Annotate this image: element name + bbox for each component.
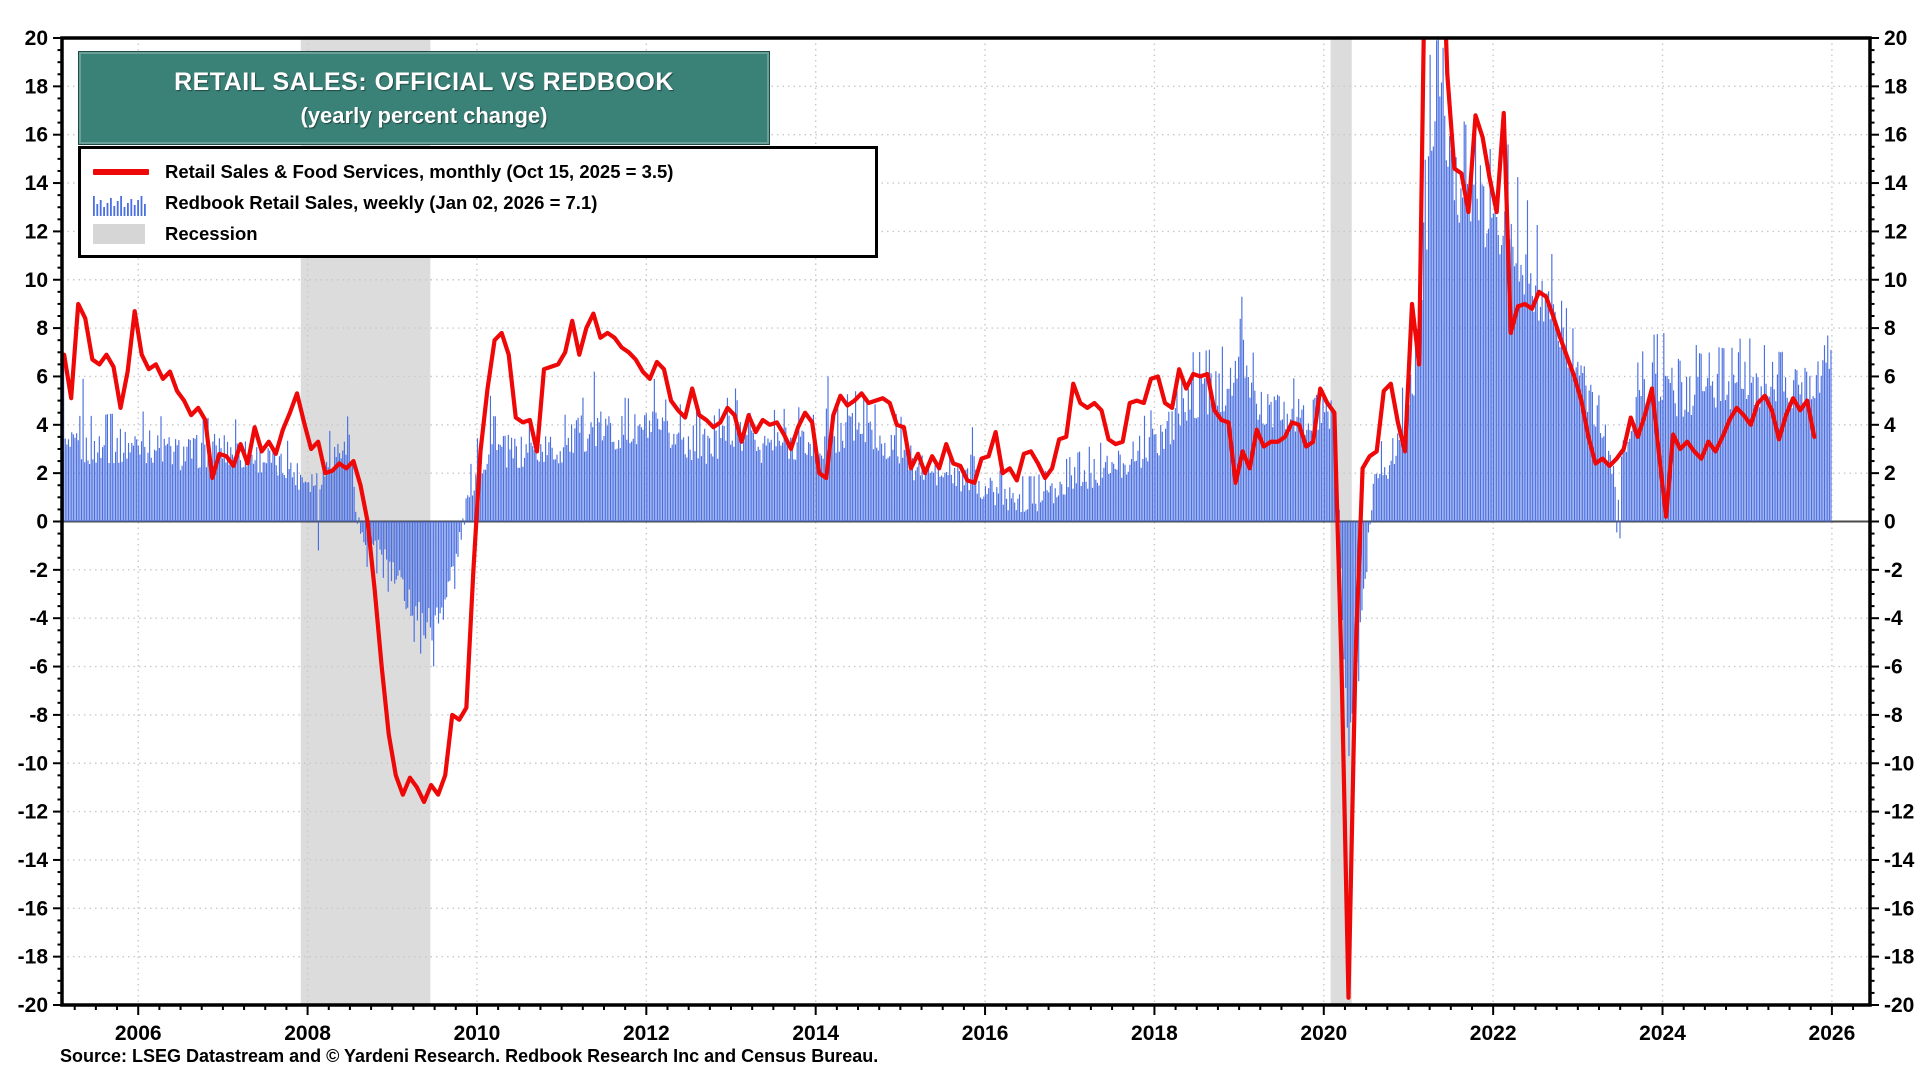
y-axis-label-left: 2 (36, 462, 48, 485)
retail-sales-line (62, 38, 1817, 1000)
y-axis-label-left: 16 (25, 124, 48, 147)
y-axis-label-left: 0 (36, 511, 48, 534)
x-axis-label: 2012 (623, 1022, 670, 1045)
x-axis-label: 2010 (454, 1022, 501, 1045)
y-axis-label-right: 8 (1884, 317, 1896, 340)
y-axis-label-right: -20 (1884, 994, 1914, 1017)
x-axis-label: 2022 (1470, 1022, 1517, 1045)
y-axis-label-right: 12 (1884, 220, 1907, 243)
y-axis-label-left: -10 (18, 752, 48, 775)
y-axis-label-right: -18 (1884, 946, 1915, 969)
x-axis-label: 2008 (284, 1022, 331, 1045)
y-axis-label-left: -14 (18, 849, 49, 872)
x-axis-label: 2020 (1300, 1022, 1347, 1045)
y-axis-label-left: 18 (25, 75, 49, 98)
legend-red-line-swatch (93, 168, 151, 175)
legend: Retail Sales & Food Services, monthly (O… (78, 146, 878, 258)
y-axis-label-left: 10 (25, 269, 48, 292)
y-axis-label-right: -14 (1884, 849, 1915, 872)
y-axis-label-right: 14 (1884, 172, 1908, 195)
y-axis-label-right: 2 (1884, 462, 1896, 485)
y-axis-label-right: 16 (1884, 124, 1907, 147)
y-axis-label-right: -2 (1884, 559, 1903, 582)
legend-blue-bars-swatch (93, 190, 151, 216)
y-axis-label-right: 20 (1884, 27, 1907, 50)
legend-label-retail-sales: Retail Sales & Food Services, monthly (O… (165, 160, 674, 182)
x-axis-label: 2026 (1809, 1022, 1856, 1045)
y-axis-label-left: 14 (25, 172, 49, 195)
legend-item-redbook: Redbook Retail Sales, weekly (Jan 02, 20… (93, 187, 863, 218)
y-axis-label-left: -20 (18, 994, 48, 1017)
y-axis-label-left: 4 (36, 414, 48, 437)
axis-ticks (53, 37, 1879, 1015)
legend-item-retail-sales: Retail Sales & Food Services, monthly (O… (93, 156, 863, 187)
y-axis-label-left: 6 (36, 365, 48, 388)
y-axis-label-right: 18 (1884, 75, 1908, 98)
legend-recession-swatch (93, 223, 151, 244)
y-axis-label-left: -8 (29, 704, 48, 727)
x-axis-label: 2014 (792, 1022, 839, 1045)
y-axis-label-left: -2 (29, 559, 48, 582)
y-axis-label-right: 10 (1884, 269, 1907, 292)
chart-title-box: RETAIL SALES: OFFICIAL VS REDBOOK (yearl… (78, 51, 770, 145)
x-axis-label: 2016 (962, 1022, 1009, 1045)
legend-label-redbook: Redbook Retail Sales, weekly (Jan 02, 20… (165, 191, 598, 213)
y-axis-label-right: -16 (1884, 897, 1914, 920)
y-axis-label-right: -10 (1884, 752, 1914, 775)
y-axis-label-right: -4 (1884, 607, 1903, 630)
y-axis-label-right: 6 (1884, 365, 1896, 388)
y-axis-label-left: -12 (18, 801, 48, 824)
y-axis-label-right: 4 (1884, 414, 1896, 437)
legend-item-recession: Recession (93, 218, 863, 249)
x-axis-label: 2006 (115, 1022, 162, 1045)
chart-title: RETAIL SALES: OFFICIAL VS REDBOOK (174, 67, 674, 96)
y-axis-label-left: -4 (29, 607, 48, 630)
y-axis-label-right: -8 (1884, 704, 1903, 727)
y-axis-label-right: -12 (1884, 801, 1914, 824)
y-axis-label-left: -16 (18, 897, 48, 920)
y-axis-label-left: 12 (25, 220, 48, 243)
chart-subtitle: (yearly percent change) (300, 102, 548, 128)
source-note: Source: LSEG Datastream and © Yardeni Re… (60, 1046, 879, 1066)
redbook-weekly-bars (62, 38, 1832, 757)
y-axis-label-left: 8 (36, 317, 48, 340)
y-axis-label-left: -18 (18, 946, 49, 969)
y-axis-label-left: 20 (25, 27, 48, 50)
y-axis-label-right: 0 (1884, 511, 1896, 534)
mini-bars-icon (93, 195, 146, 216)
y-axis-label-right: -6 (1884, 656, 1903, 679)
x-axis-label: 2024 (1639, 1022, 1686, 1045)
x-axis-label: 2018 (1131, 1022, 1178, 1045)
y-axis-label-left: -6 (29, 656, 48, 679)
legend-label-recession: Recession (165, 222, 258, 244)
